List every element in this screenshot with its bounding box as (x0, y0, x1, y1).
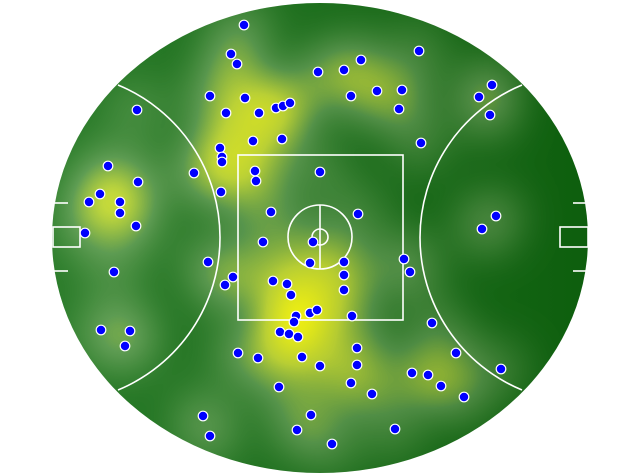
point (326, 438, 338, 450)
point (422, 369, 434, 381)
point (406, 367, 418, 379)
point (476, 223, 488, 235)
point (311, 304, 323, 316)
point (238, 19, 250, 31)
point (314, 360, 326, 372)
point (396, 84, 408, 96)
point (404, 266, 416, 278)
point (304, 257, 316, 269)
point (265, 206, 277, 218)
point (114, 196, 126, 208)
point (284, 97, 296, 109)
point (345, 377, 357, 389)
point (495, 363, 507, 375)
right-goal-square (559, 226, 589, 248)
left-arc (117, 84, 221, 391)
point (473, 91, 485, 103)
point (188, 167, 200, 179)
point (413, 45, 425, 57)
point (415, 137, 427, 149)
point (130, 220, 142, 232)
point (197, 410, 209, 422)
point (249, 165, 261, 177)
point (132, 176, 144, 188)
point (296, 351, 308, 363)
point (94, 188, 106, 200)
point (108, 266, 120, 278)
left-goal-square (52, 226, 81, 248)
point (435, 380, 447, 392)
point (202, 256, 214, 268)
points (79, 19, 507, 450)
point (458, 391, 470, 403)
point (355, 54, 367, 66)
point (351, 342, 363, 354)
point (288, 316, 300, 328)
point (247, 135, 259, 147)
point (283, 328, 295, 340)
point (214, 142, 226, 154)
point (274, 326, 286, 338)
point (253, 107, 265, 119)
point (338, 64, 350, 76)
point (227, 271, 239, 283)
point (239, 92, 251, 104)
point (252, 352, 264, 364)
point (426, 317, 438, 329)
point (232, 347, 244, 359)
point (314, 166, 326, 178)
point (231, 58, 243, 70)
point (366, 388, 378, 400)
point (305, 409, 317, 421)
point (398, 253, 410, 265)
point (124, 325, 136, 337)
point (204, 430, 216, 442)
point (257, 236, 269, 248)
point (114, 207, 126, 219)
point (250, 175, 262, 187)
point (219, 279, 231, 291)
point (79, 227, 91, 239)
point (281, 278, 293, 290)
point (490, 210, 502, 222)
point (204, 90, 216, 102)
point (371, 85, 383, 97)
point (338, 269, 350, 281)
point (215, 186, 227, 198)
point (292, 331, 304, 343)
point (273, 381, 285, 393)
point (131, 104, 143, 116)
point (102, 160, 114, 172)
field-lines (52, 84, 589, 391)
point (450, 347, 462, 359)
point (389, 423, 401, 435)
point (119, 340, 131, 352)
point (220, 107, 232, 119)
point (338, 284, 350, 296)
point (267, 275, 279, 287)
point (83, 196, 95, 208)
point (351, 359, 363, 371)
centre-square (237, 154, 404, 321)
point (393, 103, 405, 115)
point (352, 208, 364, 220)
point (346, 310, 358, 322)
point (312, 66, 324, 78)
point (285, 289, 297, 301)
point (345, 90, 357, 102)
point (276, 133, 288, 145)
point (307, 236, 319, 248)
point (338, 256, 350, 268)
point (291, 424, 303, 436)
point (216, 156, 228, 168)
point (486, 79, 498, 91)
point (225, 48, 237, 60)
point (95, 324, 107, 336)
right-arc (419, 84, 523, 391)
point (484, 109, 496, 121)
